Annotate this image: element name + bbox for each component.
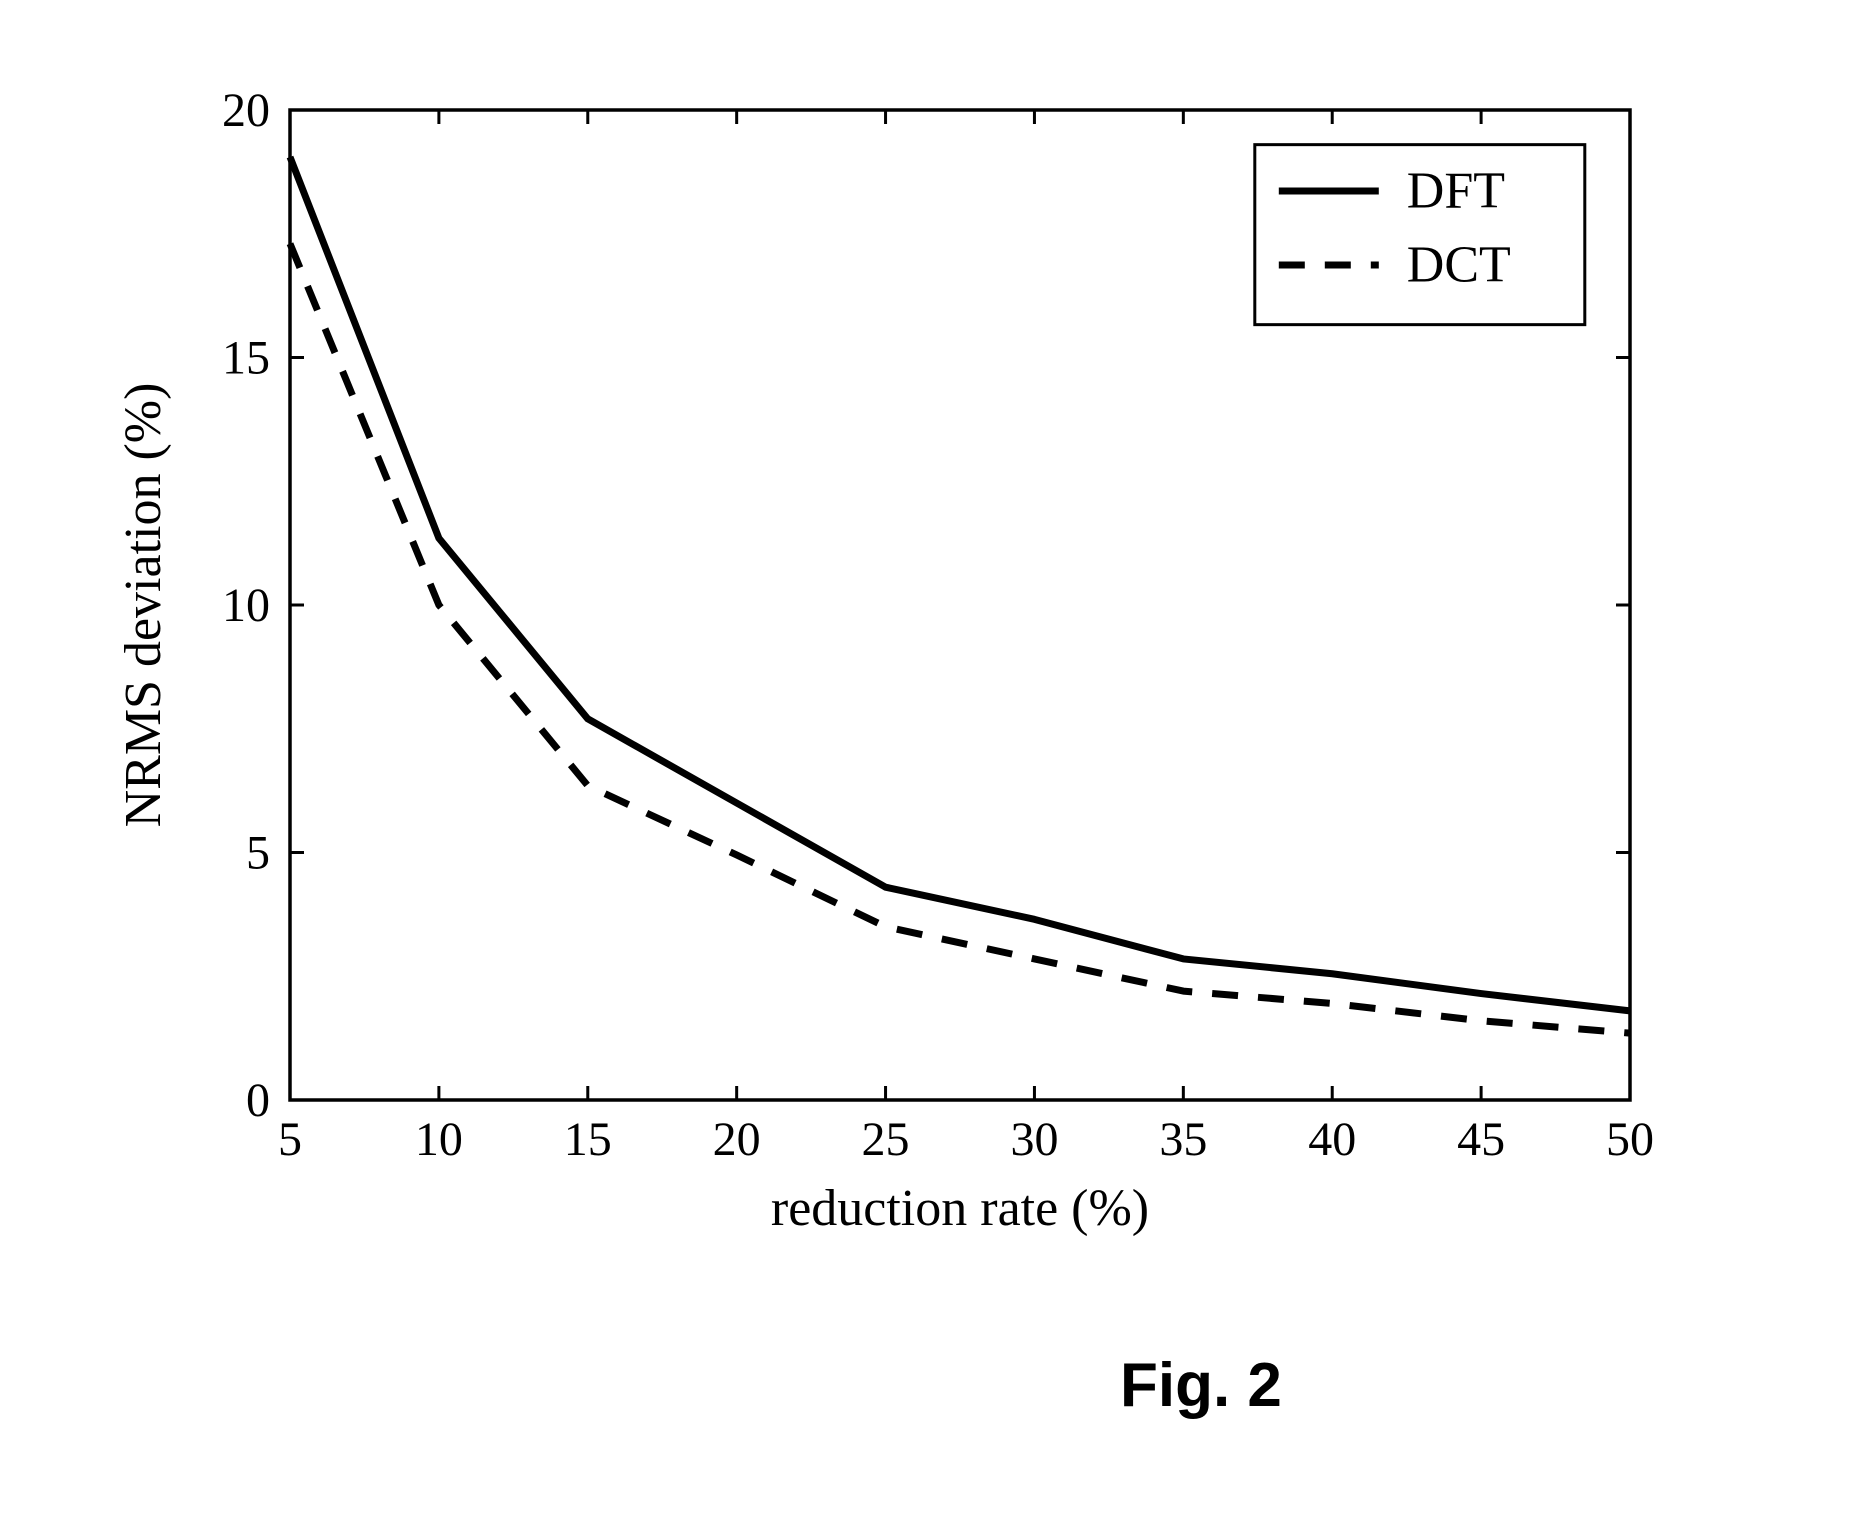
legend-label-DFT: DFT	[1407, 163, 1505, 220]
x-tick-label: 15	[564, 1113, 612, 1166]
x-tick-label: 10	[415, 1113, 463, 1166]
x-tick-label: 40	[1308, 1113, 1356, 1166]
x-tick-label: 45	[1457, 1113, 1505, 1166]
x-tick-label: 20	[713, 1113, 761, 1166]
figure-caption-text: Fig. 2	[1120, 1351, 1282, 1420]
figure-caption: Fig. 2	[1120, 1350, 1282, 1421]
x-tick-label: 30	[1010, 1113, 1058, 1166]
x-tick-label: 5	[278, 1113, 302, 1166]
x-tick-label: 25	[862, 1113, 910, 1166]
x-tick-label: 35	[1159, 1113, 1207, 1166]
line-chart: 510152025303540455005101520reduction rat…	[100, 60, 1700, 1260]
y-tick-label: 15	[222, 332, 270, 385]
x-tick-label: 50	[1606, 1113, 1654, 1166]
y-axis-label: NRMS deviation (%)	[115, 383, 172, 828]
y-tick-label: 10	[222, 579, 270, 632]
chart-container: 510152025303540455005101520reduction rat…	[100, 60, 1700, 1265]
y-tick-label: 0	[246, 1074, 270, 1127]
y-tick-label: 5	[246, 827, 270, 880]
y-tick-label: 20	[222, 84, 270, 137]
x-axis-label: reduction rate (%)	[771, 1180, 1149, 1237]
legend-label-DCT: DCT	[1407, 237, 1511, 294]
